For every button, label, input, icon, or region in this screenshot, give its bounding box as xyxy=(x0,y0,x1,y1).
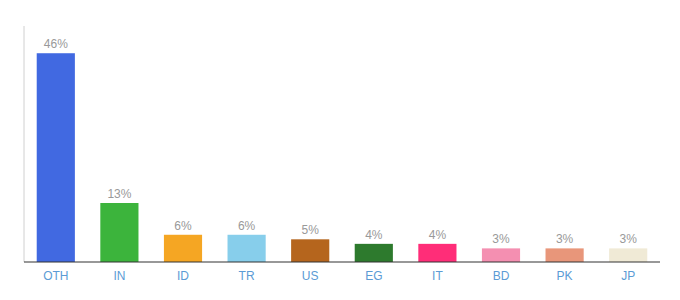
y-axis-line xyxy=(24,26,25,262)
data-label: 3% xyxy=(620,232,638,246)
data-label: 4% xyxy=(365,228,383,242)
x-tick-label: TR xyxy=(239,269,255,283)
x-tick-label: IN xyxy=(113,269,125,283)
data-label: 5% xyxy=(302,223,320,237)
bar xyxy=(37,53,75,262)
x-tick-label: PK xyxy=(557,269,573,283)
bar xyxy=(291,239,329,262)
x-tick-label: IT xyxy=(432,269,443,283)
data-label: 6% xyxy=(174,219,192,233)
bar xyxy=(418,244,456,262)
data-label: 46% xyxy=(44,37,68,51)
data-label: 3% xyxy=(492,232,510,246)
bar xyxy=(546,248,584,262)
page: {"chart_data": {"type": "bar", "categori… xyxy=(0,0,680,300)
x-tick-label: JP xyxy=(621,269,635,283)
bar xyxy=(100,203,138,262)
data-label: 6% xyxy=(238,219,256,233)
bar xyxy=(228,235,266,262)
bars xyxy=(37,53,648,262)
x-axis-line xyxy=(24,261,660,262)
data-label: 13% xyxy=(107,187,131,201)
bar xyxy=(609,248,647,262)
bar xyxy=(482,248,520,262)
x-tick-label: BD xyxy=(493,269,510,283)
chart-svg: 46% 13% 6% 6% 5% 4% 4% 3% 3% 3% OTH IN ID TR US EG IT BD P… xyxy=(0,0,680,300)
x-tick-label: ID xyxy=(177,269,189,283)
x-tick-label: EG xyxy=(365,269,382,283)
x-tick-label: OTH xyxy=(43,269,68,283)
bar xyxy=(164,235,202,262)
chart-container: 46% 13% 6% 6% 5% 4% 4% 3% 3% 3% OTH IN ID TR US EG IT BD P… xyxy=(0,0,680,300)
data-label: 3% xyxy=(556,232,574,246)
x-tick-label: US xyxy=(302,269,319,283)
data-label: 4% xyxy=(429,228,447,242)
bar xyxy=(355,244,393,262)
